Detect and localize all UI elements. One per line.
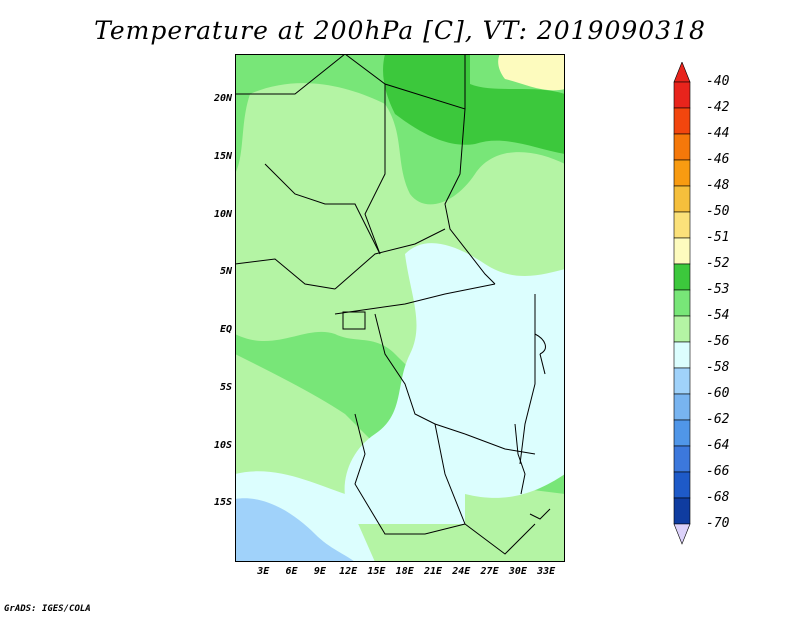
temperature-map — [235, 54, 565, 562]
colorbar-label: -40 — [706, 74, 730, 89]
colorbar-label: -60 — [706, 386, 730, 401]
grads-credit: GrADS: IGES/COLA — [4, 604, 91, 614]
colorbar-label: -66 — [706, 464, 730, 479]
colorbar-swatch — [673, 445, 691, 473]
lon-label: 30E — [508, 566, 527, 577]
lakes — [514, 333, 551, 520]
colorbar-swatch — [673, 393, 691, 421]
colorbar-label: -64 — [706, 438, 730, 453]
map-svg — [235, 54, 565, 562]
lat-label: 15S — [213, 497, 232, 509]
colorbar-swatch — [673, 159, 691, 187]
colorbar-swatch — [673, 107, 691, 135]
colorbar-swatch — [673, 341, 691, 369]
lon-label: 21E — [423, 566, 443, 577]
colorbar-swatch — [673, 237, 691, 265]
lon-label: 33E — [537, 566, 556, 577]
lon-label: 27E — [480, 566, 499, 577]
colorbar-label: -50 — [706, 204, 730, 219]
colorbar-swatch — [673, 497, 691, 525]
colorbar-swatch — [673, 263, 691, 291]
lat-label: 5N — [219, 266, 232, 278]
country-borders — [235, 54, 536, 555]
colorbar-label: -44 — [706, 126, 730, 141]
lat-label: 15N — [213, 150, 232, 162]
colorbar-swatch — [673, 211, 691, 239]
colorbar-swatch — [673, 419, 691, 447]
lon-label: 18E — [395, 566, 414, 577]
lon-label: 24E — [452, 566, 471, 577]
colorbar-label: -52 — [706, 256, 730, 271]
colorbar-swatch — [673, 367, 691, 395]
colorbar-label: -42 — [706, 100, 730, 115]
lon-label: 15E — [367, 566, 386, 577]
colorbar-label: -54 — [706, 308, 730, 323]
lon-label: 6E — [285, 566, 298, 577]
field-palecyan — [344, 243, 565, 524]
lat-label: 20N — [213, 93, 232, 105]
colorbar-swatch — [673, 289, 691, 317]
lat-label: 5S — [219, 381, 232, 393]
colorbar-label: -51 — [706, 230, 730, 245]
lat-label: EQ — [219, 324, 232, 336]
colorbar-label: -58 — [706, 360, 730, 375]
colorbar-swatch — [673, 471, 691, 499]
colorbar-label: -62 — [706, 412, 730, 427]
field-paleyellow — [498, 54, 565, 91]
colorbar-label: -56 — [706, 334, 730, 349]
lat-label: 10S — [213, 439, 232, 451]
colorbar-top-triangle — [673, 62, 691, 83]
colorbar-swatch — [673, 133, 691, 161]
colorbar-label: -48 — [706, 178, 730, 193]
colorbar-label: -70 — [706, 516, 730, 531]
colorbar-bottom-triangle — [673, 523, 691, 545]
field-darkgreen — [383, 54, 565, 154]
colorbar — [673, 62, 691, 545]
lon-label: 9E — [313, 566, 326, 577]
lon-label: 3E — [257, 566, 270, 577]
map-border — [235, 54, 565, 562]
colorbar-label: -53 — [706, 282, 730, 297]
colorbar-swatch — [673, 185, 691, 213]
colorbar-swatch — [673, 81, 691, 109]
lat-label: 10N — [213, 208, 232, 220]
lon-label: 12E — [339, 566, 358, 577]
colorbar-label: -46 — [706, 152, 730, 167]
colorbar-label: -68 — [706, 490, 730, 505]
field-lightblue — [235, 498, 355, 562]
colorbar-swatch — [673, 315, 691, 343]
chart-title: Temperature at 200hPa [C], VT: 201909031… — [94, 16, 706, 45]
